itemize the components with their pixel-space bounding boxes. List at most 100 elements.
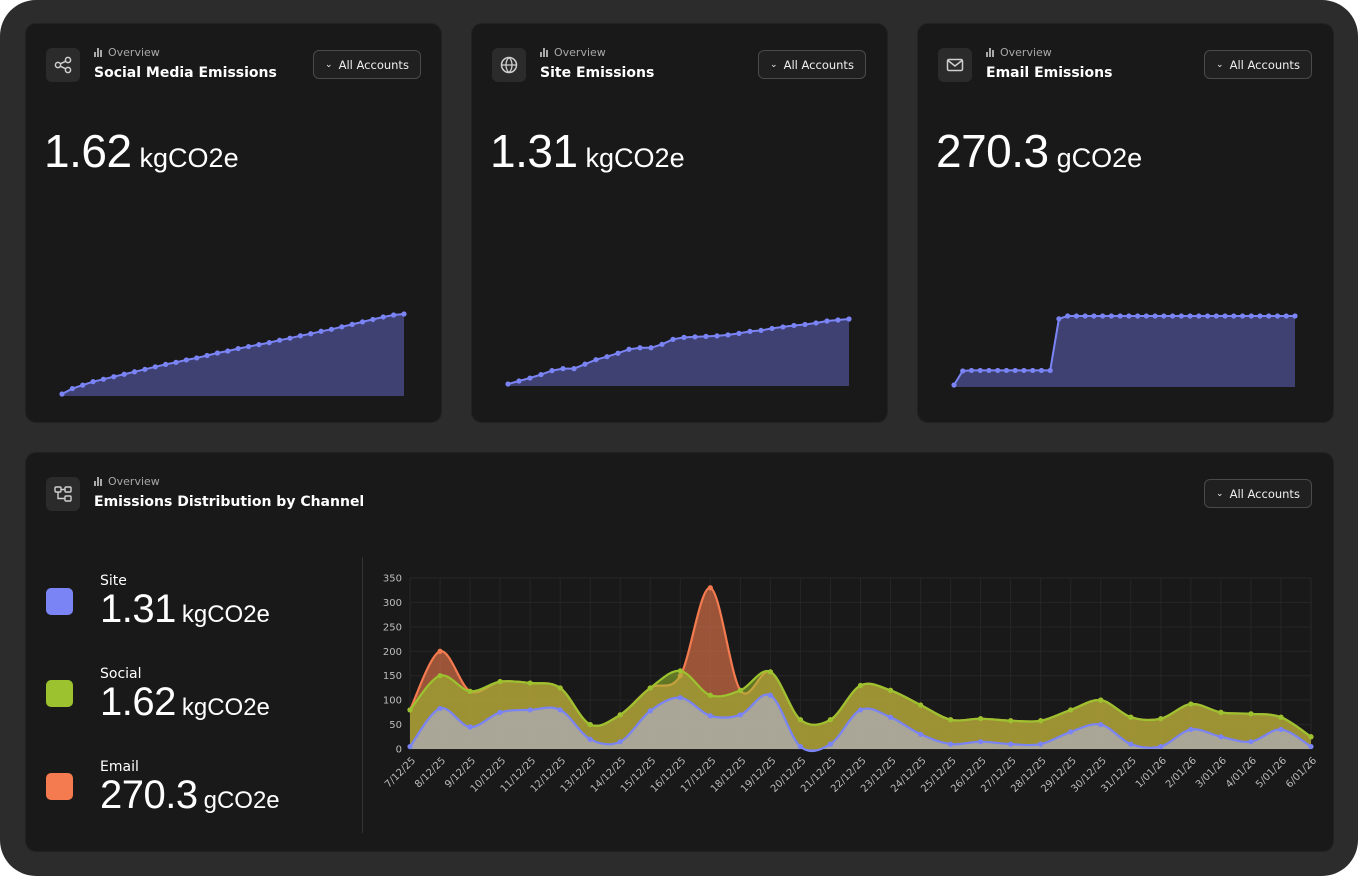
sparkline-point-15	[214, 350, 221, 356]
sparkline-point-9	[1030, 367, 1036, 374]
point-social-12	[767, 669, 773, 675]
point-social-17	[917, 702, 924, 708]
sparkline-point-33	[401, 311, 407, 317]
legend-divider	[362, 557, 363, 833]
point-site-27	[1218, 734, 1224, 740]
point-social-10	[707, 692, 713, 698]
point-social-21	[1038, 718, 1044, 724]
all-accounts-button[interactable]: ⌄ All Accounts	[313, 50, 421, 79]
overview-eyebrow: Overview	[94, 46, 160, 59]
overview-eyebrow: Overview	[94, 475, 160, 488]
sparkline-point-19	[256, 342, 262, 348]
sparkline-point-15	[1082, 313, 1088, 319]
sparkline-point-12	[183, 357, 189, 363]
x-tick-label: 7/12/25	[383, 755, 418, 790]
y-tick-label: 200	[383, 647, 402, 658]
point-social-3	[497, 678, 503, 685]
point-site-10	[707, 713, 713, 719]
sparkline-point-24	[308, 331, 314, 337]
mail-icon	[938, 48, 972, 82]
sparkline-point-32	[1231, 313, 1237, 319]
sparkline-point-21	[277, 337, 283, 343]
card-title: Site Emissions	[540, 65, 655, 81]
sparkline-point-13	[194, 355, 200, 361]
sparkline-point-1	[69, 385, 75, 392]
point-social-20	[1008, 718, 1014, 724]
sparkline-point-17	[235, 345, 241, 352]
point-social-4	[527, 680, 533, 686]
sparkline-line	[953, 315, 1295, 386]
sparkline-point-10	[615, 350, 621, 356]
flow-icon	[46, 477, 80, 511]
sparkline-point-36	[1266, 313, 1272, 319]
sparkline-point-2	[527, 375, 533, 381]
sparkline-point-20	[266, 340, 272, 346]
x-tick-label: 3/01/26	[1194, 755, 1229, 790]
sparkline-point-0	[951, 382, 957, 388]
sparkline-point-4	[100, 376, 107, 382]
sparkline-point-34	[1248, 313, 1254, 319]
sparkline-point-28	[813, 320, 819, 326]
sparkline-point-27	[339, 324, 345, 330]
sparkline-point-20	[725, 332, 731, 338]
point-site-20	[1008, 741, 1014, 747]
sparkline-point-6	[571, 366, 577, 372]
point-social-22	[1068, 707, 1074, 713]
sparkline-point-26	[791, 322, 797, 329]
sparkline-point-9	[152, 364, 158, 370]
point-site-1	[437, 705, 443, 712]
sparkline-point-18	[1108, 313, 1114, 319]
point-social-23	[1098, 697, 1104, 703]
y-tick-label: 300	[383, 598, 402, 609]
sparkline-point-2	[968, 367, 975, 374]
sparkline-point-30	[1213, 313, 1219, 319]
point-site-21	[1038, 741, 1044, 747]
sparkline-point-4	[549, 368, 555, 374]
legend-value: 270.3 gCO2e	[100, 773, 280, 817]
sparkline-point-31	[846, 316, 852, 322]
sparkline-point-23	[758, 327, 764, 334]
legend-swatch-site	[46, 588, 73, 615]
sparkline-point-10	[163, 361, 169, 367]
point-site-0	[407, 743, 413, 750]
sparkline-point-17	[1100, 313, 1106, 319]
sparkline-point-7	[582, 361, 588, 367]
point-site-29	[1278, 726, 1284, 733]
email-emissions-card: Overview Email Emissions ⌄ All Accounts 2…	[918, 24, 1333, 422]
x-tick-label: 5/01/26	[1254, 755, 1289, 790]
sparkline-point-18	[703, 333, 709, 339]
overview-eyebrow: Overview	[540, 46, 606, 59]
sparkline-point-4	[986, 367, 992, 374]
point-site-16	[887, 714, 894, 720]
point-social-25	[1158, 716, 1164, 722]
sparkline-point-3	[538, 371, 544, 378]
sparkline-point-27	[1187, 313, 1193, 319]
all-accounts-button[interactable]: ⌄ All Accounts	[1204, 50, 1312, 79]
sparkline-point-19	[714, 333, 720, 339]
sparkline-point-3	[90, 379, 96, 385]
site-emissions-card: Overview Site Emissions ⌄ All Accounts 1.…	[472, 24, 887, 422]
sparkline-point-24	[1161, 313, 1167, 319]
point-site-28	[1248, 739, 1254, 745]
chevron-down-icon: ⌄	[1216, 59, 1224, 70]
point-email-1	[437, 648, 443, 654]
point-social-0	[407, 707, 413, 713]
legend-value: 1.62 kgCO2e	[100, 680, 270, 724]
overview-eyebrow: Overview	[986, 46, 1052, 59]
point-site-12	[767, 692, 773, 698]
all-accounts-button[interactable]: ⌄ All Accounts	[1204, 479, 1312, 508]
point-social-14	[827, 717, 834, 723]
sparkline-line	[61, 313, 405, 395]
sparkline-point-11	[1047, 367, 1053, 374]
sparkline-point-22	[1143, 313, 1149, 319]
point-site-19	[978, 739, 984, 745]
all-accounts-button[interactable]: ⌄ All Accounts	[758, 50, 866, 79]
point-social-28	[1248, 711, 1254, 717]
point-site-18	[948, 741, 954, 747]
point-social-16	[887, 687, 894, 693]
sparkline-point-8	[1021, 367, 1027, 374]
point-social-13	[797, 717, 804, 723]
point-site-26	[1188, 726, 1194, 733]
sparkline-point-27	[802, 321, 808, 328]
email-sparkline	[951, 313, 1298, 388]
